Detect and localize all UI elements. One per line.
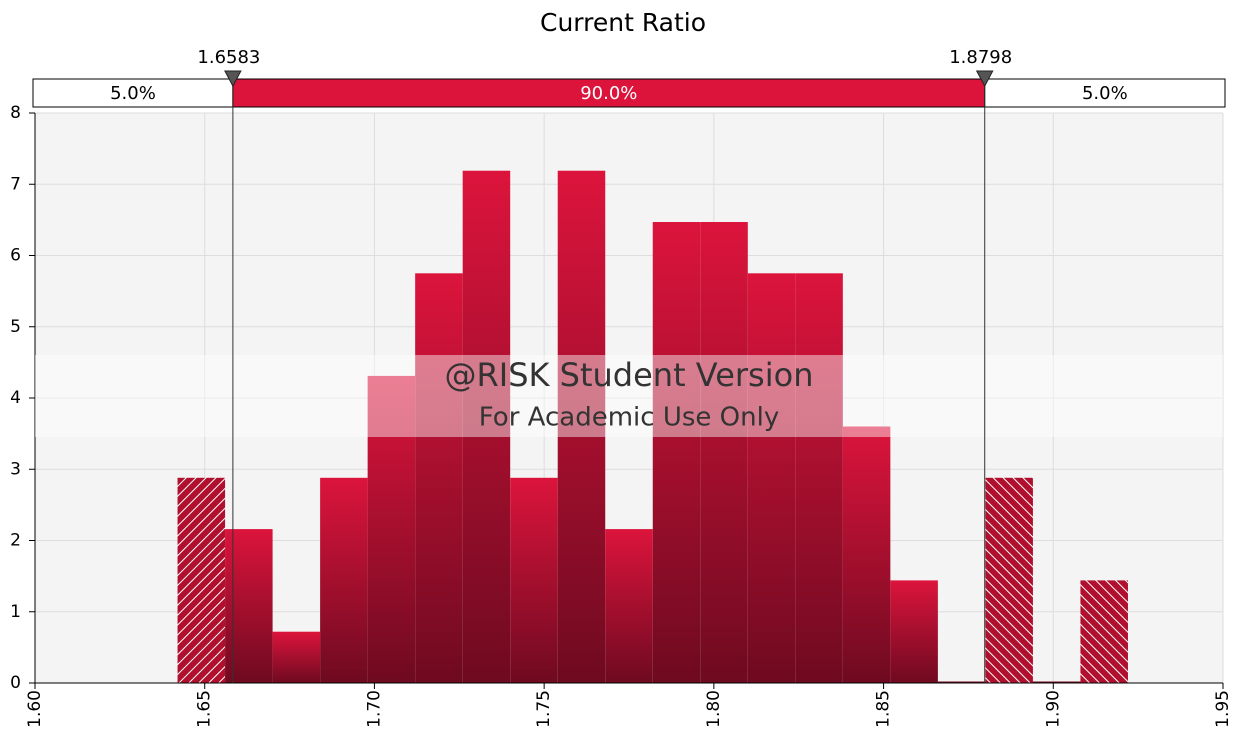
marker-label: 1.6583: [197, 47, 260, 68]
bar: [842, 426, 891, 683]
watermark-subtitle: For Academic Use Only: [479, 403, 779, 433]
marker-triangle: [975, 70, 994, 88]
band-segment: [32, 78, 234, 108]
band-segment: [232, 78, 986, 108]
x-tick-label: 1.90: [1043, 690, 1063, 728]
band-label: 5.0%: [110, 83, 156, 104]
bar: [747, 273, 796, 683]
bar: [890, 580, 938, 683]
y-tick-label: 7: [10, 174, 21, 194]
x-tick-label: 1.75: [534, 690, 554, 728]
band-label: 90.0%: [580, 83, 637, 104]
y-tick-label: 0: [10, 673, 21, 693]
bar: [795, 273, 843, 683]
bar: [1080, 580, 1128, 683]
x-tick-label: 1.60: [25, 690, 45, 728]
bar: [937, 681, 986, 683]
watermark-title: @RISK Student Version: [445, 356, 814, 394]
chart-title: Current Ratio: [540, 8, 706, 37]
bar: [272, 631, 321, 683]
y-tick-label: 3: [10, 459, 21, 479]
x-tick-label: 1.80: [704, 690, 724, 728]
y-tick-label: 2: [10, 531, 21, 551]
x-tick-label: 1.95: [1213, 690, 1233, 728]
bar: [367, 375, 416, 683]
y-tick-label: 8: [10, 103, 21, 123]
marker-triangle: [224, 70, 242, 88]
bar: [605, 529, 653, 683]
bar: [510, 477, 558, 683]
bar: [985, 477, 1033, 683]
bar: [320, 477, 368, 683]
band-segment: [984, 78, 1226, 108]
bar: [225, 529, 273, 683]
bar: [652, 222, 701, 683]
y-tick-label: 1: [10, 602, 21, 622]
bar: [557, 170, 606, 683]
band-label: 5.0%: [1082, 83, 1128, 104]
y-tick-label: 4: [10, 388, 21, 408]
y-tick-label: 5: [10, 317, 21, 337]
x-tick-label: 1.65: [195, 690, 215, 728]
y-tick-label: 6: [10, 246, 21, 266]
bar: [700, 222, 748, 683]
bar: [177, 477, 226, 683]
x-tick-label: 1.70: [364, 690, 384, 728]
x-tick-label: 1.85: [874, 690, 894, 728]
bar: [1032, 681, 1081, 683]
marker-label: 1.8798: [949, 47, 1012, 68]
bar: [462, 170, 511, 683]
bar: [415, 273, 463, 683]
